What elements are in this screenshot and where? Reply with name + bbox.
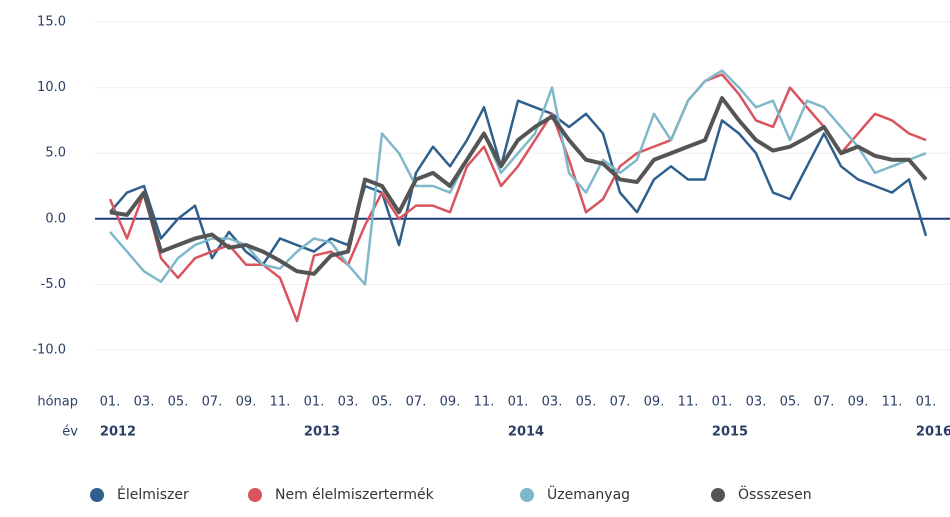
y-tick-label: -5.0 xyxy=(41,277,66,292)
x-tick-label: 11. xyxy=(678,395,699,410)
year-label: 2013 xyxy=(304,425,340,440)
x-tick-label: 01. xyxy=(712,395,733,410)
series-line xyxy=(109,99,928,266)
x-tick-label: 07. xyxy=(202,395,223,410)
y-tick-label: 15.0 xyxy=(37,15,66,30)
legend-label: Össszesen xyxy=(738,485,812,503)
year-label: 2012 xyxy=(100,425,136,440)
x-tick-label: 03. xyxy=(746,395,767,410)
series-line xyxy=(109,96,928,276)
x-tick-label: 07. xyxy=(610,395,631,410)
x-tick-label: 07. xyxy=(406,395,427,410)
x-tick-label: 03. xyxy=(542,395,563,410)
legend-label: Nem élelmiszertermék xyxy=(275,487,435,503)
x-tick-label: 11. xyxy=(270,395,291,410)
x-tick-label: 05. xyxy=(372,395,393,410)
x-tick-label: 03. xyxy=(338,395,359,410)
x-tick-label: 05. xyxy=(576,395,597,410)
y-tick-label: 0.0 xyxy=(45,211,66,226)
year-row-label: év xyxy=(62,425,78,440)
x-tick-label: 07. xyxy=(814,395,835,410)
x-tick-label: 05. xyxy=(780,395,801,410)
x-tick-label: 01. xyxy=(508,395,529,410)
x-tick-label: 09. xyxy=(236,395,257,410)
grid xyxy=(95,21,950,351)
legend-label: Üzemanyag xyxy=(547,485,630,503)
y-tick-label: -10.0 xyxy=(32,343,66,358)
x-tick-label: 03. xyxy=(134,395,155,410)
x-tick-label: 09. xyxy=(440,395,461,410)
legend-swatch xyxy=(248,488,262,502)
x-tick-label: 01. xyxy=(916,395,937,410)
year-label: 2016 xyxy=(916,425,950,440)
x-tick-label: 05. xyxy=(168,395,189,410)
legend-swatch xyxy=(90,488,104,502)
series-line xyxy=(108,73,927,323)
legend-label: Élelmiszer xyxy=(117,486,189,503)
legend-swatch xyxy=(520,488,534,502)
y-tick-label: 10.0 xyxy=(37,80,66,95)
x-tick-label: 09. xyxy=(644,395,665,410)
x-tick-label: 01. xyxy=(304,395,325,410)
y-tick-label: 5.0 xyxy=(45,146,66,161)
x-tick-label: 09. xyxy=(848,395,869,410)
legend-swatch xyxy=(711,488,725,502)
year-label: 2014 xyxy=(508,425,544,440)
x-tick-label: 01. xyxy=(100,395,121,410)
x-tick-label: 11. xyxy=(474,395,495,410)
year-label: 2015 xyxy=(712,425,748,440)
month-row-label: hónap xyxy=(37,395,78,410)
x-tick-label: 11. xyxy=(882,395,903,410)
